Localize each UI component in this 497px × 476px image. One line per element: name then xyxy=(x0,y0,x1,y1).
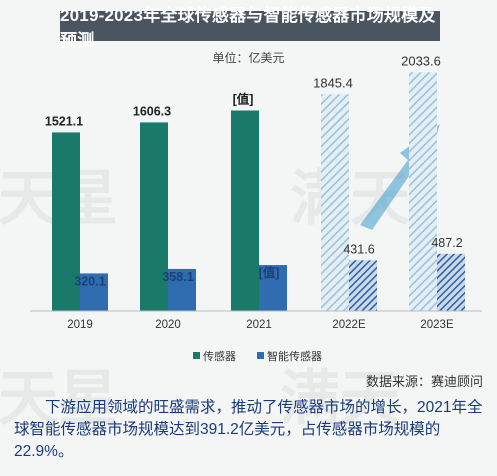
bar-smart-sensor-2020 xyxy=(168,268,196,311)
bar-smart-sensor-2022E xyxy=(349,260,377,311)
description-text: 下游应用领域的旺盛需求，推动了传感器市场的增长，2021年全球智能传感器市场规模… xyxy=(14,399,483,460)
label-sensor-2020: 1606.3 xyxy=(133,104,171,118)
label-sensor-2021: [值] xyxy=(233,91,254,106)
bar-sensor-2019 xyxy=(52,132,80,311)
bar-smart-sensor-2019 xyxy=(80,273,108,311)
legend-swatch-1 xyxy=(257,352,264,359)
bar-sensor-2020 xyxy=(140,122,168,311)
label-smart-sensor-2023E: 487.2 xyxy=(431,236,462,250)
legend-swatch-0 xyxy=(193,352,200,359)
x-tick-2020: 2020 xyxy=(155,319,181,331)
x-tick-2022E: 2022E xyxy=(332,319,366,331)
label-smart-sensor-2021: [值] xyxy=(259,265,280,280)
x-tick-2019: 2019 xyxy=(67,319,93,331)
legend-label-1: 智能传感器 xyxy=(267,349,322,363)
label-sensor-2019: 1521.1 xyxy=(45,114,83,128)
bar-smart-sensor-2023E xyxy=(437,253,465,311)
x-tick-2023E: 2023E xyxy=(420,319,454,331)
label-sensor-2023E: 2033.6 xyxy=(401,53,441,68)
label-smart-sensor-2022E: 431.6 xyxy=(343,242,374,256)
chart-canvas: 1521.1 320.1 1606.3 358.1 [值] [值] 1845.4 431.6 2… xyxy=(30,53,482,363)
bar-smart-sensor-2021 xyxy=(259,265,287,311)
bar-sensor-2023E xyxy=(409,72,437,311)
x-tick-2021: 2021 xyxy=(246,319,272,331)
label-smart-sensor-2019: 320.1 xyxy=(74,274,105,288)
label-sensor-2022E: 1845.4 xyxy=(313,75,353,90)
chart-title: 2019-2023年全球传感器与智能传感器市场规模及预测 xyxy=(60,6,440,50)
bar-sensor-2022E xyxy=(321,94,349,311)
source-note: 数据来源：赛迪顾问 xyxy=(365,374,483,389)
legend-label-0: 传感器 xyxy=(203,350,236,363)
bar-sensor-2021 xyxy=(231,110,259,311)
unit-label: 单位：亿美元 xyxy=(212,51,285,65)
label-smart-sensor-2020: 358.1 xyxy=(162,270,193,284)
